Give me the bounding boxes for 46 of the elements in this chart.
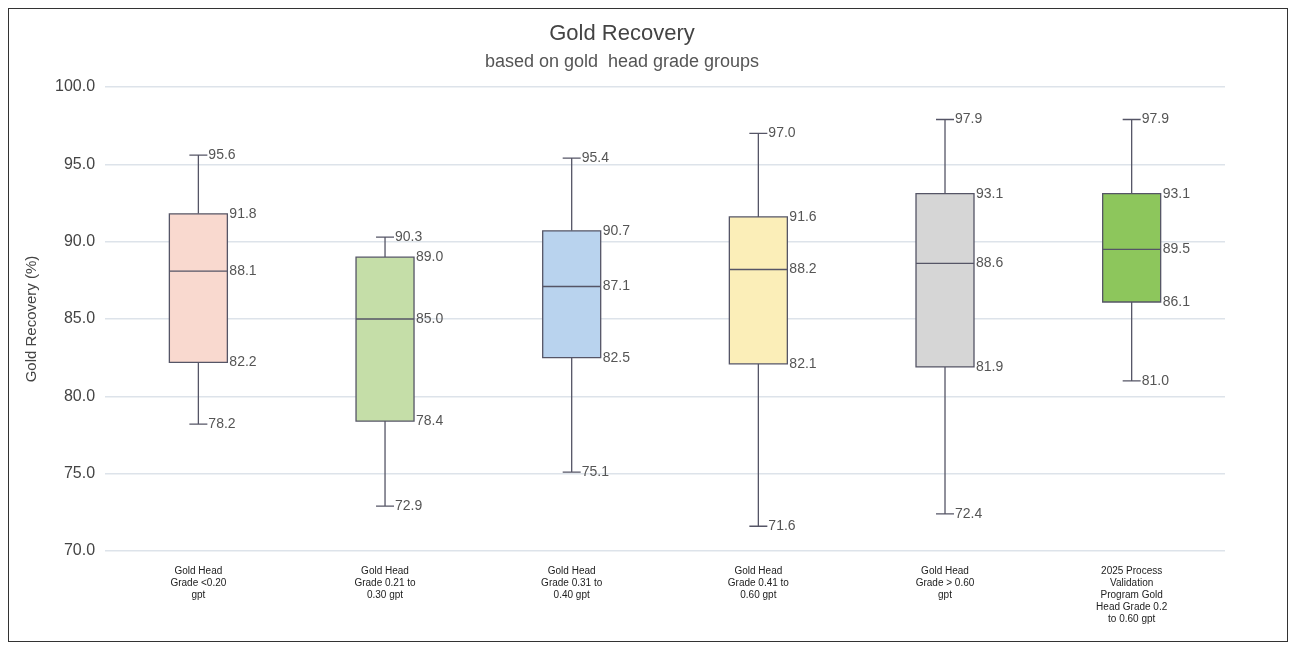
x-tick-label: Gold Head Grade 0.31 to 0.40 gpt: [541, 564, 603, 600]
annotation: 88.1: [229, 261, 257, 278]
chart-title: Gold Recovery: [549, 20, 695, 46]
chart-subtitle: based on gold head grade groups: [484, 51, 760, 72]
y-axis-title: Gold Recovery (%): [22, 255, 40, 383]
annotation: 95.4: [581, 149, 610, 166]
x-tick-label: Gold Head Grade <0.20 gpt: [170, 564, 227, 600]
annotation: 78.4: [416, 411, 444, 428]
annotation: 90.3: [395, 227, 423, 244]
x-tick-label: Gold Head Grade 0.21 to 0.30 gpt: [354, 564, 417, 600]
annotation: 88.2: [789, 260, 817, 277]
y-tick-label: 95.0: [63, 154, 96, 172]
y-tick-label: 75.0: [63, 464, 96, 482]
x-tick-label: 2025 Process Validation Program Gold Head Grade 0.2 to 0.60 gpt: [1096, 564, 1168, 624]
annotation: 91.6: [789, 207, 817, 224]
annotation: 81.0: [1141, 371, 1170, 388]
x-tick-label: Gold Head Grade 0.41 to 0.60 gpt: [727, 564, 790, 600]
annotation: 81.9: [976, 357, 1004, 374]
y-tick-label: 85.0: [63, 309, 96, 327]
annotation: 97.9: [955, 110, 983, 127]
annotation: 71.6: [768, 517, 796, 534]
annotation: 97.0: [768, 124, 796, 141]
annotation: 87.1: [602, 277, 631, 294]
y-tick-label: 90.0: [63, 232, 96, 250]
annotation: 78.2: [208, 415, 236, 432]
annotation: 86.1: [1162, 292, 1191, 309]
annotation: 89.0: [416, 247, 444, 264]
annotation: 82.5: [602, 348, 631, 365]
annotation: 82.1: [789, 354, 817, 371]
y-tick-label: 80.0: [63, 386, 96, 404]
y-tick-label: 70.0: [63, 541, 96, 559]
annotation: 88.6: [976, 254, 1004, 271]
annotation: 90.7: [602, 221, 631, 238]
annotation: 91.8: [229, 204, 257, 221]
y-tick-label: 100.0: [54, 77, 96, 95]
x-tick-label: Gold Head Grade > 0.60 gpt: [915, 564, 975, 600]
annotation: 97.9: [1141, 110, 1170, 127]
annotation: 85.0: [416, 309, 444, 326]
annotation: 72.9: [395, 497, 423, 514]
annotation: 93.1: [976, 184, 1004, 201]
annotation: 95.6: [208, 145, 236, 162]
annotation: 93.1: [1162, 184, 1191, 201]
annotation: 89.5: [1162, 240, 1191, 257]
annotation: 75.1: [581, 462, 610, 479]
annotation: 82.2: [229, 353, 257, 370]
annotation: 72.4: [955, 504, 983, 521]
